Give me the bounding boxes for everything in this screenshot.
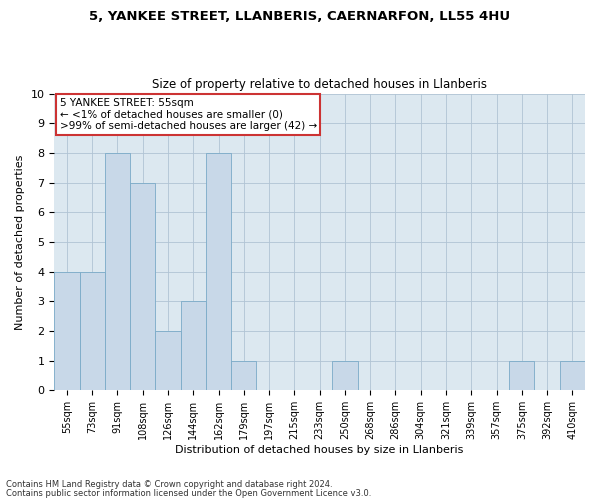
Bar [181, 302, 206, 390]
Text: 5 YANKEE STREET: 55sqm
← <1% of detached houses are smaller (0)
>99% of semi-det: 5 YANKEE STREET: 55sqm ← <1% of detached… [59, 98, 317, 131]
Bar [80, 272, 105, 390]
Text: Contains public sector information licensed under the Open Government Licence v3: Contains public sector information licen… [6, 488, 371, 498]
Bar [155, 331, 181, 390]
Bar [105, 153, 130, 390]
Bar [332, 360, 358, 390]
Text: Contains HM Land Registry data © Crown copyright and database right 2024.: Contains HM Land Registry data © Crown c… [6, 480, 332, 489]
Bar [206, 153, 231, 390]
Text: 5, YANKEE STREET, LLANBERIS, CAERNARFON, LL55 4HU: 5, YANKEE STREET, LLANBERIS, CAERNARFON,… [89, 10, 511, 23]
Bar [231, 360, 256, 390]
Bar [130, 182, 155, 390]
Title: Size of property relative to detached houses in Llanberis: Size of property relative to detached ho… [152, 78, 487, 91]
Y-axis label: Number of detached properties: Number of detached properties [15, 154, 25, 330]
Bar [54, 272, 80, 390]
X-axis label: Distribution of detached houses by size in Llanberis: Distribution of detached houses by size … [175, 445, 464, 455]
Bar [560, 360, 585, 390]
Bar [509, 360, 535, 390]
